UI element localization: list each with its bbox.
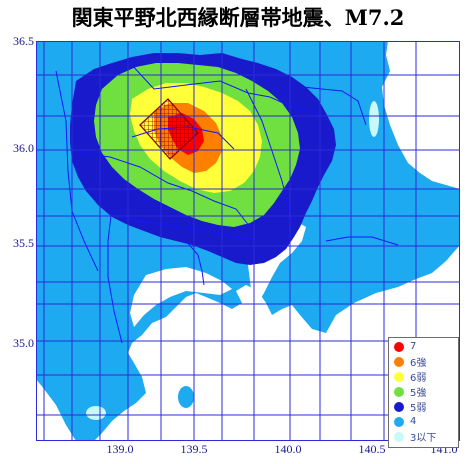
map-title: 関東平野北西縁断層帯地震、M7.2 <box>71 5 405 30</box>
map-frame <box>36 41 460 441</box>
legend-item-5-strong: 5強 <box>389 385 458 399</box>
prefecture-borders <box>55 62 399 344</box>
legend-swatch <box>394 356 404 367</box>
lat-label-35-5: 35.5 <box>13 236 34 250</box>
legend-label: 6弱 <box>410 373 427 384</box>
legend-item-3-or-less: 3以下 <box>389 430 458 444</box>
legend-label: 5強 <box>410 388 427 399</box>
legend-item-7: 7 <box>389 340 458 353</box>
lon-label-140-0: 140.0 <box>274 442 302 456</box>
lon-label-139-5: 139.5 <box>180 442 208 456</box>
lon-label-140-5: 140.5 <box>358 442 386 456</box>
legend-label: 7 <box>410 341 417 352</box>
legend-item-5-weak: 5弱 <box>389 400 458 414</box>
legend-item-4: 4 <box>389 415 458 428</box>
legend-label: 6強 <box>410 358 427 369</box>
legend-swatch <box>394 431 404 442</box>
seismic-intensity-map <box>36 41 460 441</box>
fault-plane <box>139 98 199 160</box>
lat-label-36-5: 36.5 <box>13 34 34 48</box>
legend-item-6-strong: 6強 <box>389 355 458 369</box>
legend-swatch <box>394 416 404 427</box>
legend-swatch <box>394 371 404 382</box>
legend-item-6-weak: 6弱 <box>389 370 458 384</box>
legend-label: 4 <box>410 416 417 427</box>
izu-oshima <box>178 386 194 408</box>
legend-swatch <box>394 401 404 412</box>
area-intensity-3-east <box>369 101 379 137</box>
legend-label: 5弱 <box>410 403 427 414</box>
intensity-legend: 7 6強 6弱 5強 5弱 4 3以下 <box>388 337 459 448</box>
area-intensity-3-south <box>86 406 106 420</box>
legend-swatch <box>394 386 404 397</box>
lon-label-139-0: 139.0 <box>106 442 134 456</box>
legend-label: 3以下 <box>410 433 437 444</box>
legend-swatch <box>394 341 404 352</box>
lat-label-36-0: 36.0 <box>13 141 34 155</box>
lat-label-35-0: 35.0 <box>13 336 34 350</box>
